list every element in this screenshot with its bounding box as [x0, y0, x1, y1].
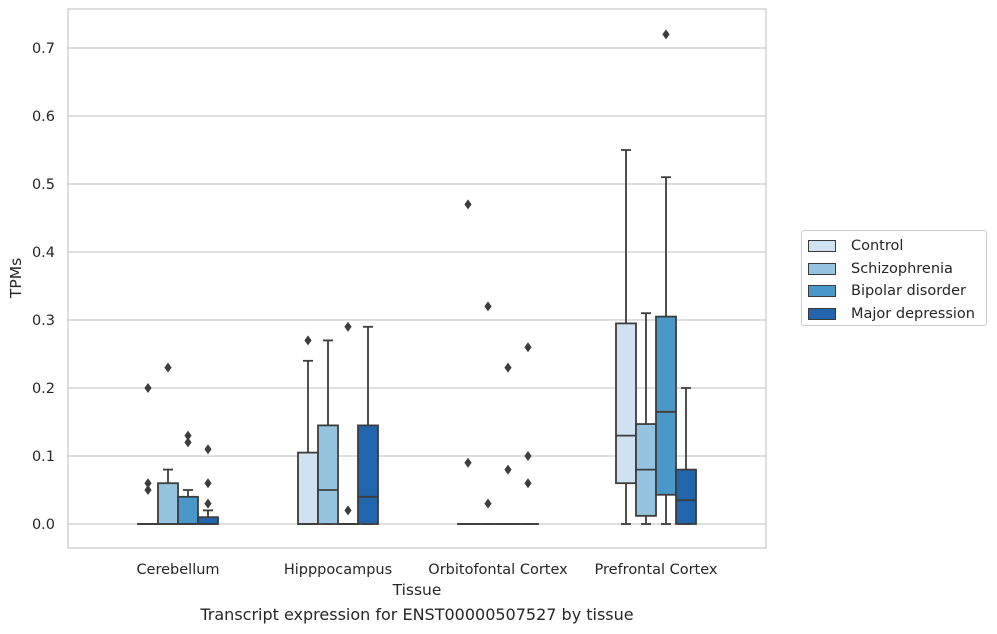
y-tick-label: 0.4	[32, 245, 55, 261]
x-tick-label: Orbitofontal Cortex	[428, 562, 568, 578]
chart-caption: Transcript expression for ENST0000050752…	[200, 605, 634, 624]
legend-label-bipolar-disorder: Bipolar disorder	[851, 283, 966, 300]
outlier-point	[204, 478, 212, 489]
legend-swatch-schizophrenia	[808, 262, 836, 275]
box-schizophrenia-0	[157, 362, 179, 525]
legend-label-schizophrenia: Schizophrenia	[851, 260, 953, 277]
x-tick-label: Cerebellum	[136, 562, 219, 578]
x-tick-label: Prefrontal Cortex	[595, 562, 718, 578]
outlier-point	[344, 321, 352, 332]
outlier-point	[464, 199, 472, 210]
outlier-point	[144, 478, 152, 489]
outlier-point	[164, 362, 172, 373]
box-iqr	[357, 424, 379, 525]
box-control-0	[137, 383, 159, 525]
outlier-point	[184, 437, 192, 448]
box-schizophrenia-1	[317, 339, 339, 525]
y-tick-label: 0.3	[32, 313, 55, 329]
y-tick-label: 0.6	[32, 109, 55, 125]
y-tick-label: 0.7	[32, 41, 55, 57]
outlier-point	[524, 478, 532, 489]
outlier-point	[144, 485, 152, 495]
legend-label-control: Control	[851, 238, 904, 255]
outlier-point	[144, 383, 152, 393]
outlier-point	[184, 430, 192, 441]
box-iqr	[655, 315, 677, 496]
box-control-2	[457, 199, 479, 525]
box-schizophrenia-3	[635, 312, 657, 525]
legend: Control Schizophrenia Bipolar disorder M…	[801, 230, 987, 326]
legend-swatch-major-depression	[808, 307, 836, 320]
legend-item-major-depression: Major depression	[808, 303, 986, 326]
legend-swatch-bipolar-disorder	[808, 285, 836, 298]
box-iqr	[675, 468, 697, 525]
box-bipolar-disorder-2	[497, 362, 519, 525]
outlier-point	[662, 29, 670, 40]
y-tick-label: 0.5	[32, 177, 55, 193]
gridlines	[68, 47, 766, 525]
plot-area-frame	[67, 8, 767, 549]
outlier-point	[204, 444, 212, 455]
box-control-3	[615, 149, 637, 525]
box-iqr	[317, 424, 339, 525]
outlier-point	[304, 335, 312, 346]
box-control-1	[297, 335, 319, 525]
box-bipolar-disorder-0	[177, 430, 199, 525]
box-iqr	[177, 495, 199, 525]
box-plot-series	[137, 29, 697, 525]
x-axis-label: Tissue	[392, 581, 442, 599]
y-axis-ticks: 0.0 0.1 0.2 0.3 0.4 0.5 0.6 0.7	[32, 41, 55, 533]
box-iqr	[297, 451, 319, 525]
outlier-point	[484, 301, 492, 312]
box-major-depression-0	[197, 444, 219, 525]
box-major-depression-2	[517, 342, 539, 525]
outlier-point	[524, 342, 532, 353]
box-bipolar-disorder-1	[337, 321, 359, 525]
box-iqr	[157, 482, 179, 525]
outlier-point	[464, 457, 472, 468]
outlier-point	[504, 464, 512, 475]
outlier-point	[344, 505, 352, 516]
y-tick-label: 0.0	[32, 517, 55, 533]
x-tick-label: Hipppocampus	[284, 562, 392, 578]
legend-swatch-control	[808, 240, 836, 253]
y-tick-label: 0.1	[32, 449, 55, 465]
box-major-depression-3	[675, 387, 697, 525]
outlier-point	[204, 498, 212, 509]
box-iqr	[615, 322, 637, 485]
outlier-point	[504, 362, 512, 373]
box-iqr	[197, 516, 219, 525]
legend-label-major-depression: Major depression	[851, 305, 975, 322]
x-axis-ticks: Cerebellum Hipppocampus Orbitofontal Corte…	[136, 562, 717, 578]
y-tick-label: 0.2	[32, 381, 55, 397]
box-schizophrenia-2	[477, 301, 499, 525]
box-major-depression-1	[357, 325, 379, 525]
outlier-point	[524, 451, 532, 461]
legend-item-bipolar-disorder: Bipolar disorder	[808, 280, 986, 303]
y-axis-label: TPMs	[7, 258, 25, 299]
legend-item-schizophrenia: Schizophrenia	[808, 258, 986, 281]
legend-item-control: Control	[808, 235, 986, 258]
outlier-point	[484, 498, 492, 509]
box-bipolar-disorder-3	[655, 29, 677, 525]
